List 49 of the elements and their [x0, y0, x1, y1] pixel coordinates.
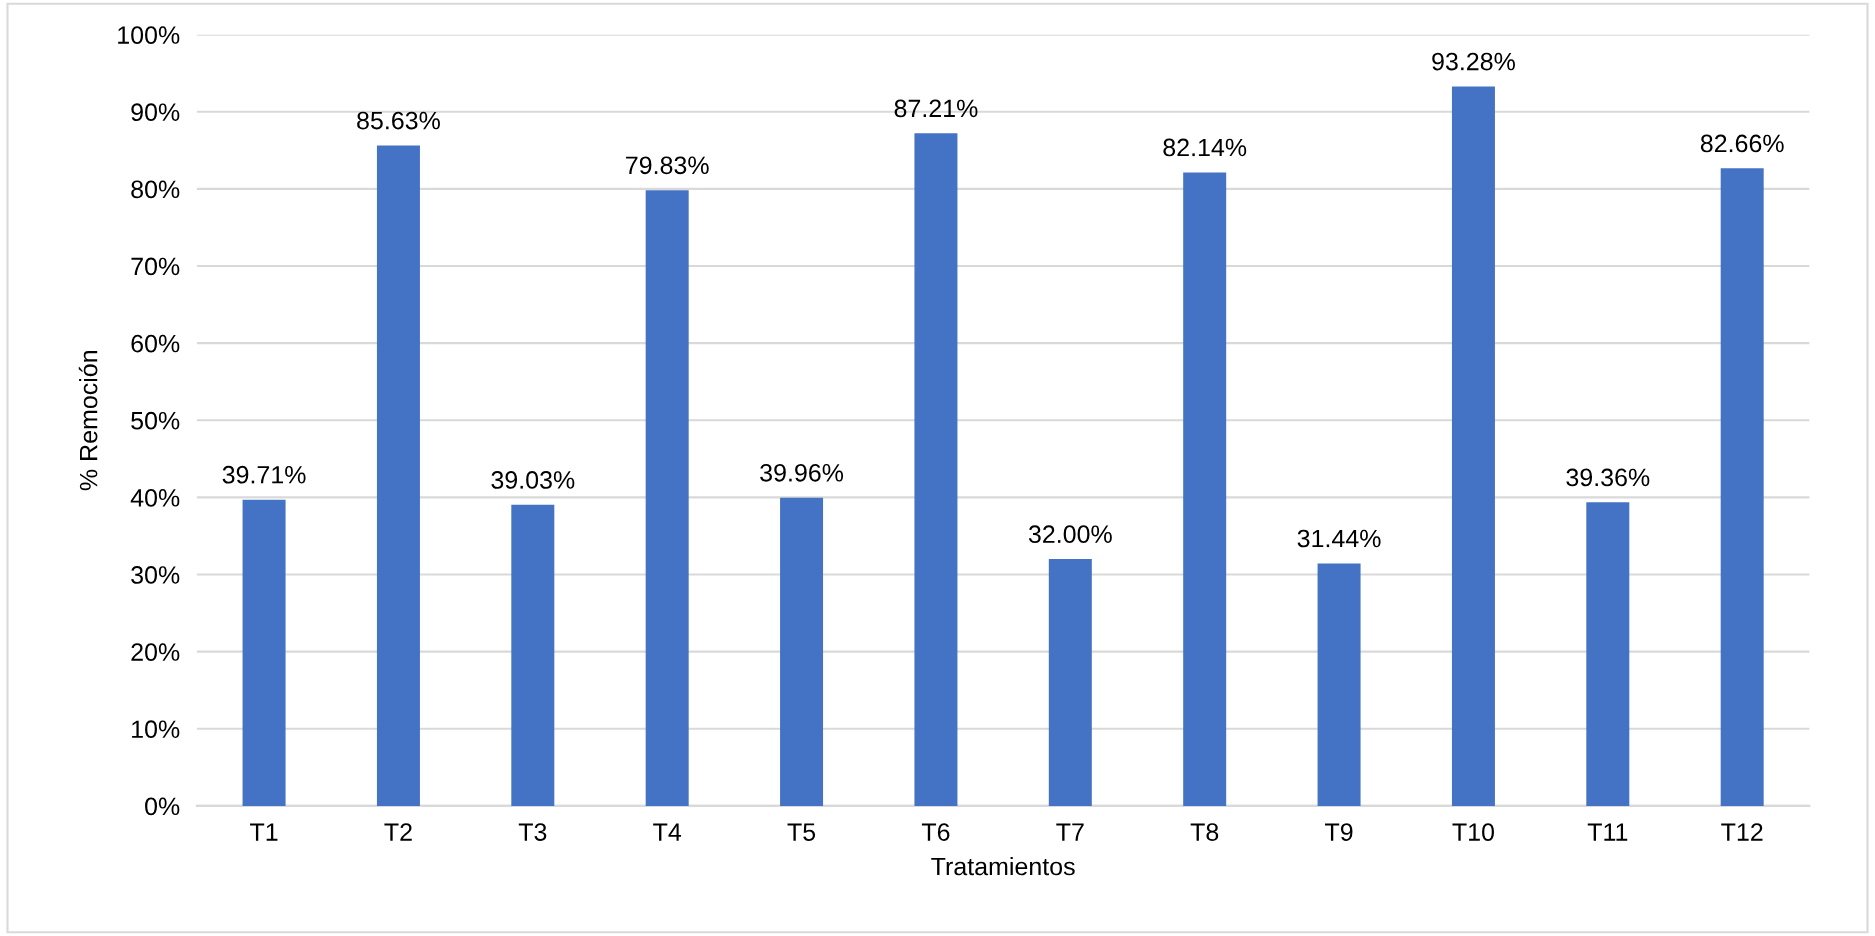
bar [1317, 563, 1361, 806]
data-label: 32.00% [1028, 525, 1112, 544]
bar [1451, 86, 1495, 806]
y-tick-label: 50% [131, 411, 180, 430]
data-label: 87.21% [894, 99, 978, 118]
x-tick-label: T6 [921, 823, 950, 841]
y-axis-title: % Remoción [78, 351, 98, 491]
y-tick-label: 70% [131, 257, 180, 276]
y-tick-label: 20% [131, 643, 180, 661]
data-label: 82.66% [1700, 134, 1784, 153]
data-label: 93.28% [1432, 52, 1515, 71]
data-label: 39.71% [222, 465, 306, 484]
y-tick-label: 40% [130, 488, 180, 507]
data-label: 82.14% [1163, 138, 1247, 157]
bar [1048, 559, 1092, 806]
x-tick-label: T5 [787, 823, 816, 841]
bar [914, 133, 958, 806]
bar [780, 497, 824, 806]
x-tick-label: T1 [250, 823, 278, 841]
x-tick-label: T11 [1587, 823, 1628, 841]
y-tick-label: 90% [131, 103, 180, 122]
y-tick-label: 0% [145, 797, 180, 816]
bar [511, 504, 555, 806]
data-label: 39.03% [491, 471, 575, 489]
x-tick-label: T2 [384, 823, 412, 841]
bar [1586, 502, 1630, 806]
y-tick-label: 80% [131, 180, 180, 199]
x-tick-label: T12 [1721, 823, 1763, 841]
x-tick-label: T9 [1325, 823, 1353, 841]
bar [376, 145, 420, 806]
y-tick-label: 30% [131, 566, 180, 584]
y-tick-label: 10% [132, 720, 180, 739]
x-tick-label: T7 [1056, 823, 1084, 841]
bar [1183, 172, 1227, 806]
data-label: 39.36% [1566, 468, 1650, 487]
data-label: 79.83% [626, 156, 709, 175]
data-label: 39.96% [760, 463, 844, 482]
data-label: 85.63% [357, 111, 440, 130]
y-tick-label: 100% [118, 26, 180, 44]
x-tick-label: T10 [1452, 823, 1494, 841]
bar [1720, 168, 1764, 806]
bar [242, 499, 286, 806]
x-tick-label: T4 [653, 823, 682, 841]
x-tick-label: T8 [1190, 823, 1219, 841]
x-tick-label: T3 [518, 823, 547, 841]
x-axis-title: Tratamientos [931, 856, 1075, 876]
data-label: 31.44% [1297, 529, 1381, 548]
bar [645, 190, 689, 806]
y-tick-label: 60% [131, 334, 180, 353]
